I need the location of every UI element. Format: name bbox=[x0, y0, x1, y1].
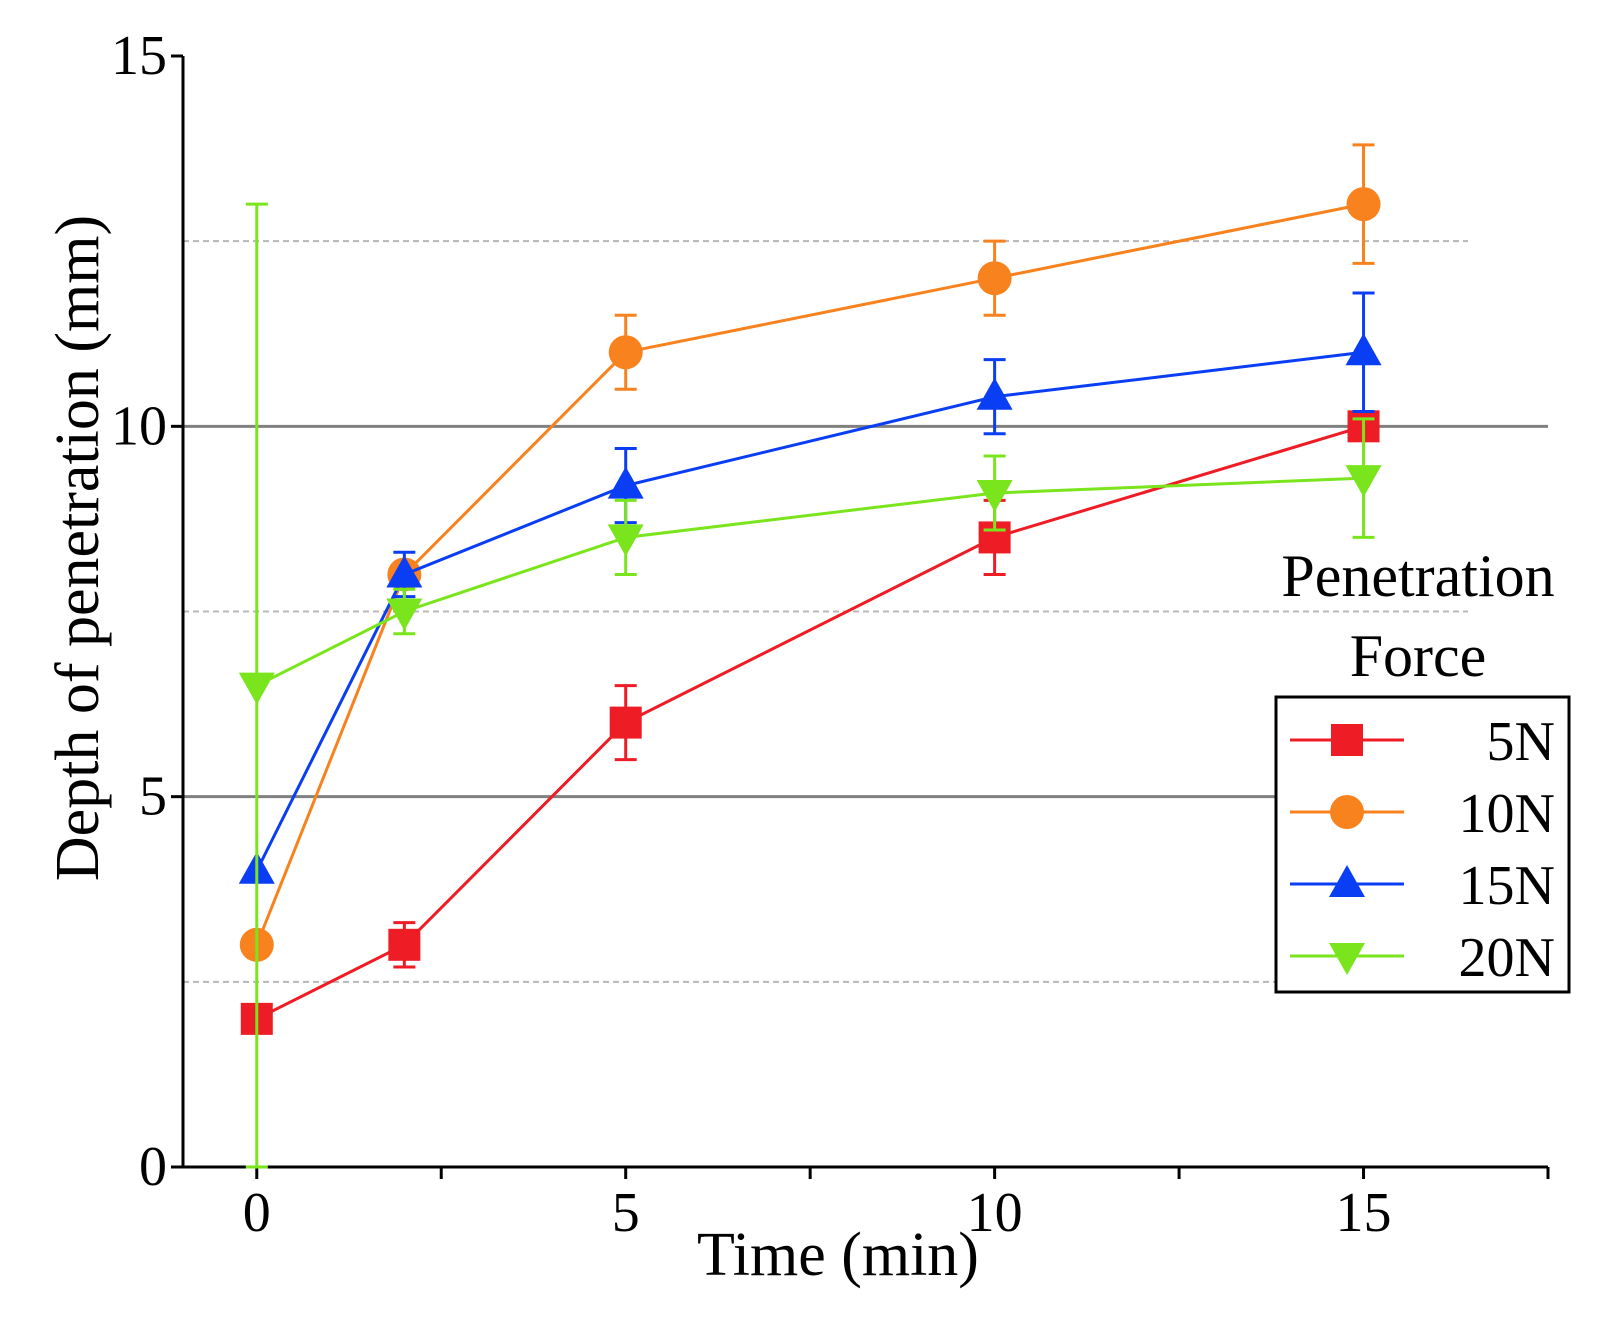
legend-box bbox=[1274, 695, 1571, 994]
axis-ticks: 0 5 10 15 0 5 10 15 bbox=[111, 25, 1550, 1244]
series-10N bbox=[239, 143, 1381, 962]
series-20N bbox=[238, 202, 1382, 1169]
legend-marker bbox=[1329, 943, 1365, 975]
data-series bbox=[238, 143, 1382, 1169]
data-point bbox=[388, 928, 421, 961]
data-point bbox=[607, 524, 644, 557]
legend-label: 5N bbox=[1487, 711, 1555, 773]
legend-title-line-2: Force bbox=[1350, 623, 1487, 689]
legend-marker bbox=[1329, 865, 1365, 897]
y-axis-title: Depth of penetration (mm) bbox=[44, 215, 112, 881]
legend-title-line-1: Penetration bbox=[1281, 543, 1554, 609]
data-point bbox=[977, 261, 1012, 296]
x-tick-label: 15 bbox=[1336, 1182, 1392, 1244]
series-5N bbox=[240, 410, 1380, 1035]
data-point bbox=[1345, 465, 1382, 498]
axes bbox=[181, 56, 1548, 1169]
data-point bbox=[386, 555, 423, 588]
data-point bbox=[1346, 187, 1381, 222]
x-tick-label: 5 bbox=[612, 1182, 640, 1244]
y-tick-label: 0 bbox=[139, 1136, 167, 1198]
legend-marker bbox=[1331, 724, 1363, 756]
data-point bbox=[608, 335, 643, 370]
data-point bbox=[238, 672, 275, 705]
y-tick-label: 5 bbox=[139, 766, 167, 828]
data-point bbox=[1345, 333, 1382, 366]
data-point bbox=[976, 479, 1013, 512]
x-axis-title: Time (min) bbox=[697, 1221, 979, 1289]
series-line bbox=[255, 202, 1364, 946]
data-point bbox=[976, 377, 1013, 410]
legend: Penetration Force 5N 10N 15N 20N bbox=[1274, 543, 1571, 994]
data-point bbox=[607, 466, 644, 499]
legend-marker bbox=[1330, 795, 1364, 829]
legend-label: 10N bbox=[1459, 783, 1555, 845]
y-tick-label: 15 bbox=[111, 25, 167, 87]
legend-label: 20N bbox=[1459, 927, 1555, 989]
x-tick-label: 10 bbox=[967, 1182, 1023, 1244]
legend-label: 15N bbox=[1459, 855, 1555, 917]
data-point bbox=[609, 706, 642, 739]
y-tick-label: 10 bbox=[111, 395, 167, 457]
series-line bbox=[256, 476, 1364, 687]
x-tick-label: 0 bbox=[243, 1182, 271, 1244]
legend-items: 5N 10N 15N 20N bbox=[1290, 711, 1555, 989]
data-point bbox=[386, 598, 423, 631]
